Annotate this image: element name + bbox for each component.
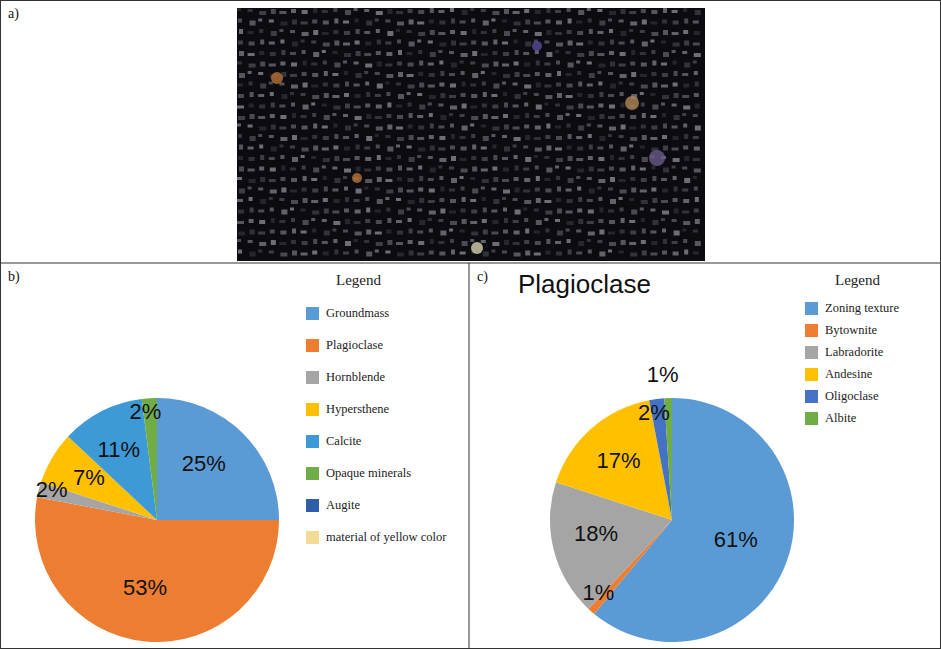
html-text:Plagioclase: Plagioclase	[326, 337, 383, 352]
html-text:Andesine: Andesine	[825, 366, 873, 381]
html-text:Labradorite: Labradorite	[825, 344, 884, 359]
html-text:Hornblende: Hornblende	[326, 369, 385, 384]
html-text:Hypersthene: Hypersthene	[326, 401, 390, 416]
html-text:Albite: Albite	[825, 410, 857, 425]
html-text:b): b)	[8, 269, 20, 284]
html-text:Plagioclase: Plagioclase	[518, 269, 651, 299]
html-text:material of yellow color: material of yellow color	[326, 529, 447, 544]
html-text:Augite: Augite	[326, 497, 360, 512]
svg-text:2%: 2%	[130, 399, 162, 424]
svg-text:53%: 53%	[123, 575, 167, 600]
svg-text:25%: 25%	[182, 451, 226, 476]
svg-text:11%: 11%	[98, 437, 140, 462]
html-text:Legend: Legend	[336, 272, 381, 288]
svg-text:2%: 2%	[638, 400, 670, 425]
html-text:Oligoclase: Oligoclase	[825, 388, 879, 403]
html-text:Groundmass: Groundmass	[326, 305, 390, 320]
html-text:Bytownite: Bytownite	[825, 322, 878, 337]
html-text:c): c)	[477, 269, 488, 284]
svg-text:18%: 18%	[574, 521, 618, 546]
html-text:Legend: Legend	[835, 272, 880, 288]
svg-text:7%: 7%	[73, 465, 105, 490]
svg-text:17%: 17%	[597, 448, 641, 473]
html-text:Zoning texture: Zoning texture	[825, 300, 899, 315]
svg-text:1%: 1%	[583, 580, 615, 605]
svg-text:2%: 2%	[36, 477, 68, 502]
svg-text:61%: 61%	[714, 527, 758, 552]
svg-text:1%: 1%	[647, 362, 679, 387]
html-text:a): a)	[8, 6, 19, 21]
html-text:Opaque minerals: Opaque minerals	[326, 465, 411, 480]
html-text:Calcite: Calcite	[326, 433, 362, 448]
